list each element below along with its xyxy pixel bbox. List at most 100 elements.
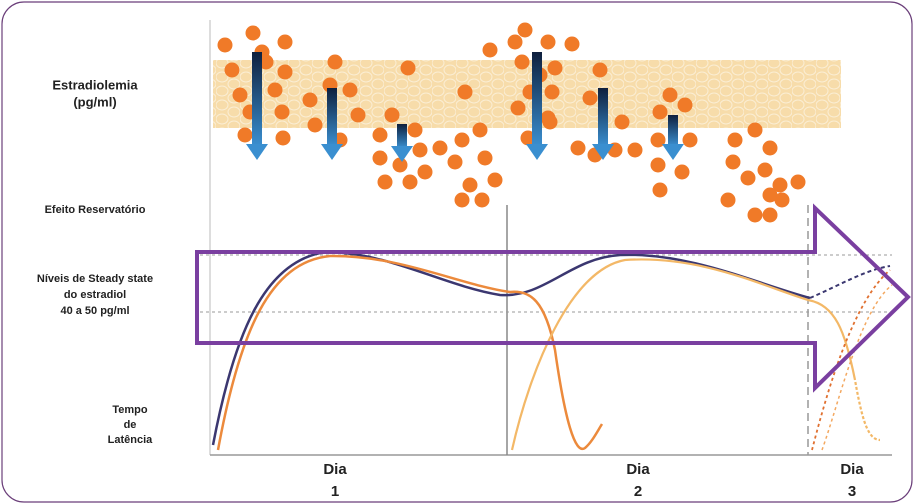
dot [372, 127, 388, 143]
dot [245, 25, 261, 41]
arrow-shaft [397, 124, 407, 148]
arrow-head [526, 144, 548, 160]
day-label: Dia [626, 461, 650, 478]
dot [462, 177, 478, 193]
dot [564, 36, 580, 52]
dot [510, 100, 526, 116]
dot [237, 127, 253, 143]
dot [477, 150, 493, 166]
arrow-shaft [598, 88, 608, 146]
day-label: Dia [840, 461, 864, 478]
dot [277, 34, 293, 50]
dot [650, 157, 666, 173]
curve-day3 [821, 284, 893, 451]
dot [747, 207, 763, 223]
dot [402, 174, 418, 190]
dot [417, 164, 433, 180]
dot [307, 117, 323, 133]
steady-state-arrow [195, 203, 911, 393]
arrow-head [592, 144, 614, 160]
dot [682, 132, 698, 148]
dot [454, 132, 470, 148]
dot [757, 162, 773, 178]
dot [487, 172, 503, 188]
dot [400, 60, 416, 76]
arrow-shaft [252, 52, 262, 146]
label: de [124, 419, 137, 431]
dot [592, 62, 608, 78]
arrow-shaft [327, 88, 337, 146]
dot [740, 170, 756, 186]
dot [514, 54, 530, 70]
arrow-shaft [668, 115, 678, 146]
curve-dash-mask [853, 379, 881, 442]
dot [474, 192, 490, 208]
dot [377, 174, 393, 190]
dot [582, 90, 598, 106]
label: Latência [108, 434, 154, 446]
dot [412, 142, 428, 158]
curve-total [809, 265, 891, 299]
dot [432, 140, 448, 156]
dot [275, 130, 291, 146]
dot [302, 92, 318, 108]
dot [627, 142, 643, 158]
dot [232, 87, 248, 103]
dot [342, 82, 358, 98]
dot [267, 82, 283, 98]
label: Níveis de Steady state [37, 273, 153, 285]
label: (pg/ml) [73, 94, 116, 109]
arrow-head [391, 146, 413, 162]
dot [547, 60, 563, 76]
dot [447, 154, 463, 170]
dot [384, 107, 400, 123]
dot [457, 84, 473, 100]
curve-day2 [510, 258, 881, 451]
arrow-head [321, 144, 343, 160]
dot [725, 154, 741, 170]
dot [542, 114, 558, 130]
label: do estradiol [64, 289, 126, 301]
dot [350, 107, 366, 123]
dot [258, 54, 274, 70]
day-label: Dia [323, 461, 347, 478]
label: Estradiolemia [52, 77, 138, 92]
curve-day3 [811, 269, 891, 451]
curve-total [211, 251, 811, 446]
dot [677, 97, 693, 113]
dot [274, 104, 290, 120]
dot [772, 177, 788, 193]
dot [762, 187, 778, 203]
day-number: 1 [331, 483, 339, 500]
dot [614, 114, 630, 130]
label: 40 a 50 pg/ml [60, 305, 129, 317]
dot [507, 34, 523, 50]
day-number: 2 [634, 483, 642, 500]
dot [372, 150, 388, 166]
arrow-shaft [532, 52, 542, 146]
dot [652, 104, 668, 120]
dot [662, 87, 678, 103]
dot [327, 54, 343, 70]
label: Tempo [112, 404, 148, 416]
curve-day1 [216, 254, 604, 451]
dot [762, 207, 778, 223]
label: Efeito Reservatório [45, 204, 146, 216]
dot [544, 84, 560, 100]
arrow-head [246, 144, 268, 160]
arrow-head [662, 144, 684, 160]
dot [652, 182, 668, 198]
dot [517, 22, 533, 38]
dot [762, 140, 778, 156]
dot [774, 192, 790, 208]
dot [540, 34, 556, 50]
dot [650, 132, 666, 148]
dot [472, 122, 488, 138]
arrows [246, 52, 684, 162]
dot [392, 157, 408, 173]
dot [454, 192, 470, 208]
dot [217, 37, 233, 53]
dot [482, 42, 498, 58]
